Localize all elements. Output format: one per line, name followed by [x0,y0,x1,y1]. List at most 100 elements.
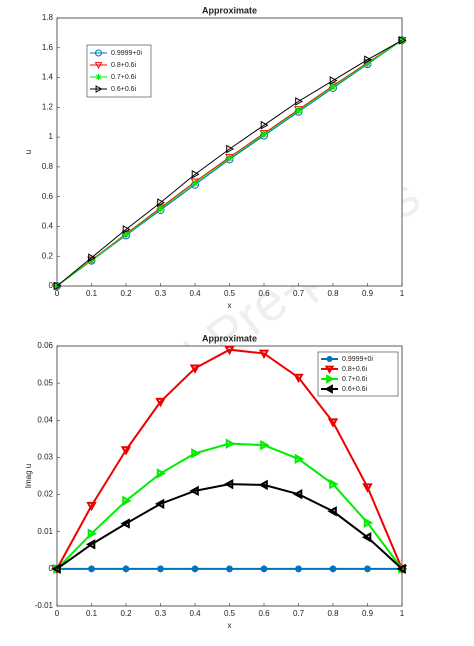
legend-label: 0.7+0.6i [342,376,368,383]
marker [258,349,270,359]
marker [327,506,337,517]
legend-marker [324,384,333,394]
x-tick-label: 0.2 [120,609,132,618]
marker [120,518,130,529]
y-tick-label: 1.2 [42,102,54,111]
x-tick-label: 0.6 [258,609,270,618]
marker [364,59,371,67]
legend-label: 0.9999+0i [342,356,373,363]
x-tick-label: 0.7 [293,609,305,618]
marker [363,517,374,528]
marker [329,76,338,85]
chart-title: Approximate [202,5,257,15]
marker [260,130,268,138]
legend [86,44,152,98]
legend-label: 0.8+0.6i [111,62,137,69]
marker [260,565,268,573]
y-tick-label: 0.03 [37,453,53,462]
marker [295,565,302,573]
y-axis-label: u [24,150,33,154]
marker [191,565,199,573]
marker [157,205,164,213]
x-tick-label: 0.4 [189,609,201,618]
x-tick-label: 0.6 [258,289,270,298]
marker [154,498,165,510]
marker [329,478,339,490]
series-line [56,39,403,287]
y-tick-label: 1.4 [42,73,54,82]
legend-label: 0.9999+0i [111,50,142,57]
marker [226,144,235,154]
marker [398,35,407,45]
y-axis-label: Imag u [24,464,33,488]
marker [396,563,406,575]
x-tick-label: 0 [55,609,60,618]
y-tick-label: -0.01 [35,601,54,610]
marker [157,198,166,207]
y-tick-label: 0.06 [37,341,53,350]
y-tick-label: 0.4 [42,222,54,231]
y-tick-label: 1.6 [42,43,54,52]
y-tick-label: 0 [49,281,54,290]
x-tick-label: 0.4 [189,289,201,298]
legend-marker [95,85,103,93]
chart-title: Approximate [202,333,257,343]
marker [327,418,339,428]
legend-marker [324,365,335,375]
x-tick-label: 1 [400,609,405,618]
marker [156,468,167,479]
y-tick-label: 0.05 [37,378,53,387]
x-tick-label: 0.8 [327,289,339,298]
marker [364,565,371,573]
y-tick-label: 0.2 [42,251,54,260]
marker [294,453,305,465]
marker [361,532,372,543]
marker [122,231,130,239]
x-tick-label: 0.2 [120,289,132,298]
series-line [56,348,403,570]
y-tick-label: 0.8 [42,162,54,171]
x-tick-label: 0.5 [224,289,236,298]
x-tick-label: 0.9 [362,609,374,618]
marker [87,528,98,539]
marker [120,446,132,456]
x-tick-label: 0.1 [86,289,98,298]
marker [189,485,199,497]
legend-marker [326,374,335,384]
series-line [56,483,403,570]
marker [88,253,97,263]
x-axis-label: x [228,621,232,630]
legend-label: 0.8+0.6i [342,366,368,373]
marker [155,397,166,408]
x-tick-label: 0.3 [155,609,167,618]
y-tick-label: 0.04 [37,415,53,424]
marker [122,565,130,573]
marker [223,478,234,490]
series-line [56,442,403,570]
x-tick-label: 0.1 [86,609,98,618]
legend-label: 0.6+0.6i [111,86,137,93]
legend-marker [326,356,333,362]
legend-marker [94,62,103,70]
marker [122,225,131,234]
marker [364,55,373,65]
marker [122,495,132,507]
marker [295,107,302,115]
marker [157,565,164,573]
marker [85,539,96,550]
y-tick-label: 0.02 [37,490,53,499]
x-tick-label: 1 [400,289,405,298]
marker [88,256,95,264]
marker [224,345,235,356]
marker [295,97,304,106]
y-tick-label: 0 [49,564,54,573]
y-tick-label: 0.6 [42,192,54,201]
legend-label: 0.6+0.6i [342,386,368,393]
marker [88,565,95,573]
x-tick-label: 0.8 [327,609,339,618]
marker [191,169,200,179]
marker [51,563,61,575]
x-axis-label: x [228,301,232,310]
